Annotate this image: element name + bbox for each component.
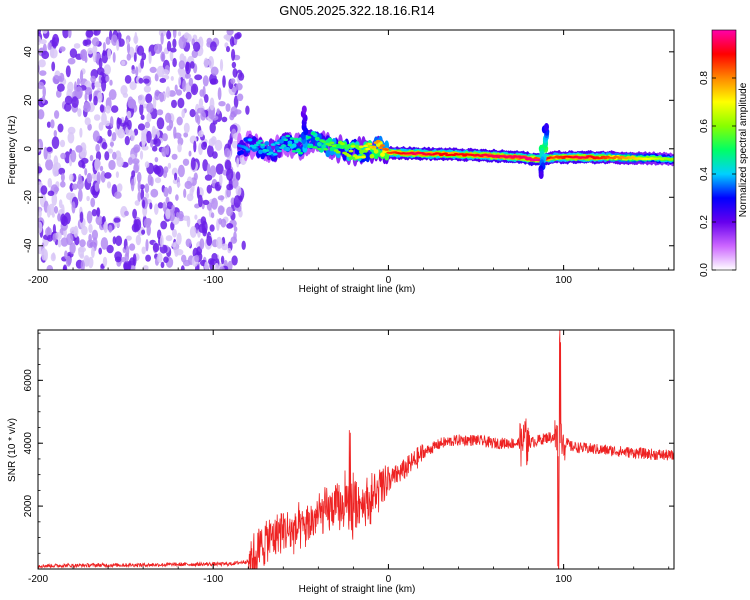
spectrogram-y-tick-label: -20 — [23, 190, 34, 205]
colorbar-frame — [711, 29, 737, 271]
spectrogram-x-tick-label: -100 — [203, 275, 223, 286]
colorbar-tick-label: 0.8 — [699, 71, 710, 85]
snr-x-tick-label: 0 — [386, 574, 392, 585]
spectrogram-x-tick-label: 100 — [555, 275, 572, 286]
snr-axis-ticks: -200 -100 0 100 2000 4000 6000 — [23, 330, 674, 585]
snr-plot-area — [38, 330, 674, 569]
figure-title: GN05.2025.322.18.16.R14 — [279, 3, 434, 18]
colorbar-tick-label: 0.6 — [699, 119, 710, 133]
colorbar: 0.0 0.2 0.4 0.6 0.8 Normalized spectral ampl… — [699, 29, 749, 277]
snr-x-label: Height of straight line (km) — [299, 584, 416, 595]
snr-x-tick-label: -100 — [203, 574, 223, 585]
snr-y-label: SNR (10 * v/v) — [7, 418, 18, 482]
colorbar-tick-label: 0.2 — [699, 215, 710, 229]
snr-frame — [37, 329, 675, 570]
spectrogram-y-tick-label: 0 — [23, 146, 34, 152]
snr-y-tick-label: 6000 — [23, 369, 34, 392]
colorbar-tick-label: 0.0 — [699, 263, 710, 277]
snr-panel: -200 -100 0 100 2000 4000 6000 Height of strai… — [7, 329, 675, 595]
spectrogram-y-tick-label: 20 — [23, 94, 34, 106]
colorbar-label: Normalized spectral amplitude — [738, 82, 749, 217]
spectrogram-frame — [37, 29, 675, 271]
snr-x-tick-label: 100 — [555, 574, 572, 585]
snr-y-tick-label: 2000 — [23, 495, 34, 518]
colorbar-tick-label: 0.4 — [699, 167, 710, 181]
spectrogram-y-label: Frequency (Hz) — [7, 116, 18, 185]
snr-series-line — [38, 330, 674, 569]
spectrogram-y-tick-label: -40 — [23, 238, 34, 253]
snr-y-tick-label: 4000 — [23, 432, 34, 455]
spectrogram-x-label: Height of straight line (km) — [299, 284, 416, 295]
spectrogram-y-tick-label: 40 — [23, 46, 34, 58]
spectrogram-x-tick-label: 0 — [386, 275, 392, 286]
snr-x-tick-label: -200 — [28, 574, 48, 585]
spectrogram-x-tick-label: -200 — [28, 275, 48, 286]
spectrogram-heatmap — [38, 30, 674, 270]
colorbar-gradient — [712, 30, 736, 270]
